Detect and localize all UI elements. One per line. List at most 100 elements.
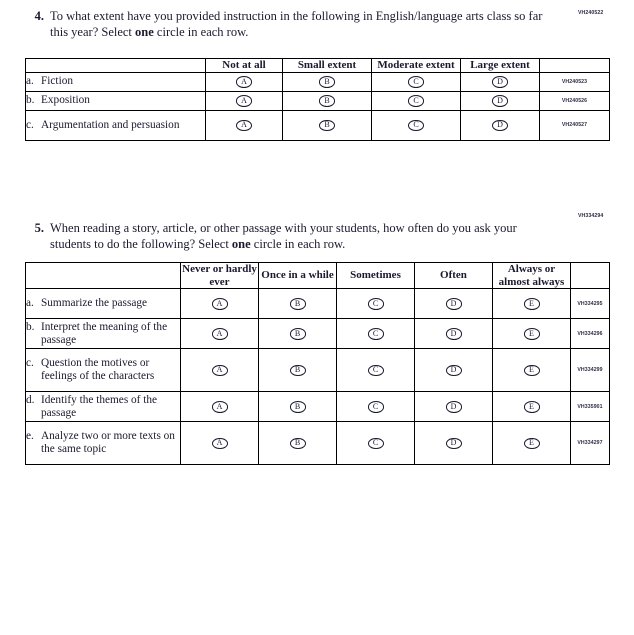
bubble-b-4[interactable]: D [414, 318, 493, 349]
radio-bubble-icon[interactable]: A [211, 437, 228, 450]
radio-bubble-icon[interactable]: C [367, 437, 384, 450]
item-label-c: Argumentation and persuasion [41, 118, 180, 131]
radio-bubble-icon[interactable]: A [211, 328, 228, 340]
bubble-letter: E [529, 365, 534, 375]
bubble-c-5[interactable]: E [492, 348, 571, 392]
bubble-b-1[interactable]: A [205, 90, 283, 111]
radio-bubble-icon[interactable]: D [445, 401, 462, 413]
item-label-a: Summarize the passage [41, 297, 148, 309]
bubble-e-1[interactable]: A [180, 421, 259, 465]
radio-bubble-icon[interactable]: B [289, 298, 306, 310]
bubble-a-1[interactable]: A [205, 71, 283, 92]
bubble-e-5[interactable]: E [492, 421, 571, 465]
bubble-b-5[interactable]: E [492, 318, 571, 349]
bubble-d-2[interactable]: B [258, 391, 337, 422]
radio-bubble-icon[interactable]: A [236, 119, 252, 132]
item-code-e: VH334297 [570, 421, 610, 465]
bubble-b-3[interactable]: C [371, 90, 461, 111]
radio-bubble-icon[interactable]: A [211, 364, 228, 377]
bubble-c-2[interactable]: B [258, 348, 337, 392]
radio-bubble-icon[interactable]: B [319, 119, 335, 132]
bubble-b-3[interactable]: C [336, 318, 415, 349]
radio-bubble-icon[interactable]: B [319, 76, 335, 88]
header-col-2: Small extent [282, 58, 372, 73]
item-letter-c: c. [26, 118, 34, 131]
item-label-a: Fiction [41, 75, 74, 87]
bubble-d-3[interactable]: C [336, 391, 415, 422]
bubble-a-1[interactable]: A [180, 288, 259, 319]
table-row: e. Analyze two or more texts on the same… [25, 421, 610, 465]
radio-bubble-icon[interactable]: D [492, 95, 508, 107]
bubble-c-2[interactable]: B [282, 109, 372, 141]
question-5-table: Never or hardly ever Once in a while Som… [25, 262, 610, 465]
radio-bubble-icon[interactable]: C [367, 364, 384, 377]
radio-bubble-icon[interactable]: B [289, 364, 306, 377]
radio-bubble-icon[interactable]: E [523, 437, 540, 450]
bubble-d-4[interactable]: D [414, 391, 493, 422]
bubble-c-3[interactable]: C [371, 109, 461, 141]
bubble-letter: B [324, 120, 330, 130]
question-4-prompt: 4. To what extent have you provided inst… [30, 9, 626, 40]
question-5-text: When reading a story, article, or other … [50, 221, 550, 252]
radio-bubble-icon[interactable]: E [523, 401, 540, 413]
radio-bubble-icon[interactable]: B [289, 401, 306, 413]
radio-bubble-icon[interactable]: C [408, 119, 424, 132]
bubble-e-4[interactable]: D [414, 421, 493, 465]
radio-bubble-icon[interactable]: D [492, 119, 508, 132]
bubble-letter: E [529, 401, 534, 411]
bubble-a-5[interactable]: E [492, 288, 571, 319]
bubble-a-3[interactable]: C [336, 288, 415, 319]
radio-bubble-icon[interactable]: D [445, 328, 462, 340]
bubble-b-2[interactable]: B [282, 90, 372, 111]
radio-bubble-icon[interactable]: D [445, 437, 462, 450]
radio-bubble-icon[interactable]: C [367, 328, 384, 340]
bubble-c-4[interactable]: D [460, 109, 540, 141]
item-cell-e: e. Analyze two or more texts on the same… [25, 421, 181, 465]
radio-bubble-icon[interactable]: C [408, 76, 424, 88]
radio-bubble-icon[interactable]: B [289, 437, 306, 450]
radio-bubble-icon[interactable]: C [367, 298, 384, 310]
bubble-b-4[interactable]: D [460, 90, 540, 111]
bubble-c-1[interactable]: A [180, 348, 259, 392]
bubble-b-1[interactable]: A [180, 318, 259, 349]
bubble-e-2[interactable]: B [258, 421, 337, 465]
bubble-letter: C [372, 438, 379, 448]
bubble-letter: D [450, 438, 457, 448]
radio-bubble-icon[interactable]: E [523, 364, 540, 377]
radio-bubble-icon[interactable]: E [523, 328, 540, 340]
radio-bubble-icon[interactable]: A [236, 76, 252, 88]
item-label-b: Exposition [41, 94, 90, 106]
bubble-letter: A [241, 95, 247, 105]
bubble-c-3[interactable]: C [336, 348, 415, 392]
item-cell-c: c. Question the motives or feelings of t… [25, 348, 181, 392]
bubble-letter: C [413, 76, 419, 86]
item-label-e: Analyze two or more texts on the same to… [41, 430, 175, 455]
bubble-c-4[interactable]: D [414, 348, 493, 392]
item-letter-d: d. [26, 393, 35, 406]
bubble-letter: E [529, 438, 534, 448]
bubble-c-1[interactable]: A [205, 109, 283, 141]
item-code-b: VH334296 [570, 318, 610, 349]
radio-bubble-icon[interactable]: A [236, 95, 252, 107]
bubble-d-1[interactable]: A [180, 391, 259, 422]
radio-bubble-icon[interactable]: B [319, 95, 335, 107]
radio-bubble-icon[interactable]: B [289, 328, 306, 340]
table-row: b. Exposition A B C D VH240526 [25, 90, 610, 111]
bubble-a-2[interactable]: B [258, 288, 337, 319]
item-cell-d: d. Identify the themes of the passage [25, 391, 181, 422]
radio-bubble-icon[interactable]: C [367, 401, 384, 413]
radio-bubble-icon[interactable]: D [445, 364, 462, 377]
bubble-a-4[interactable]: D [414, 288, 493, 319]
bubble-b-2[interactable]: B [258, 318, 337, 349]
bubble-a-4[interactable]: D [460, 71, 540, 92]
radio-bubble-icon[interactable]: D [492, 76, 508, 88]
bubble-a-3[interactable]: C [371, 71, 461, 92]
radio-bubble-icon[interactable]: C [408, 95, 424, 107]
radio-bubble-icon[interactable]: E [523, 298, 540, 310]
radio-bubble-icon[interactable]: D [445, 298, 462, 310]
radio-bubble-icon[interactable]: A [211, 401, 228, 413]
bubble-d-5[interactable]: E [492, 391, 571, 422]
radio-bubble-icon[interactable]: A [211, 298, 228, 310]
bubble-a-2[interactable]: B [282, 71, 372, 92]
bubble-e-3[interactable]: C [336, 421, 415, 465]
